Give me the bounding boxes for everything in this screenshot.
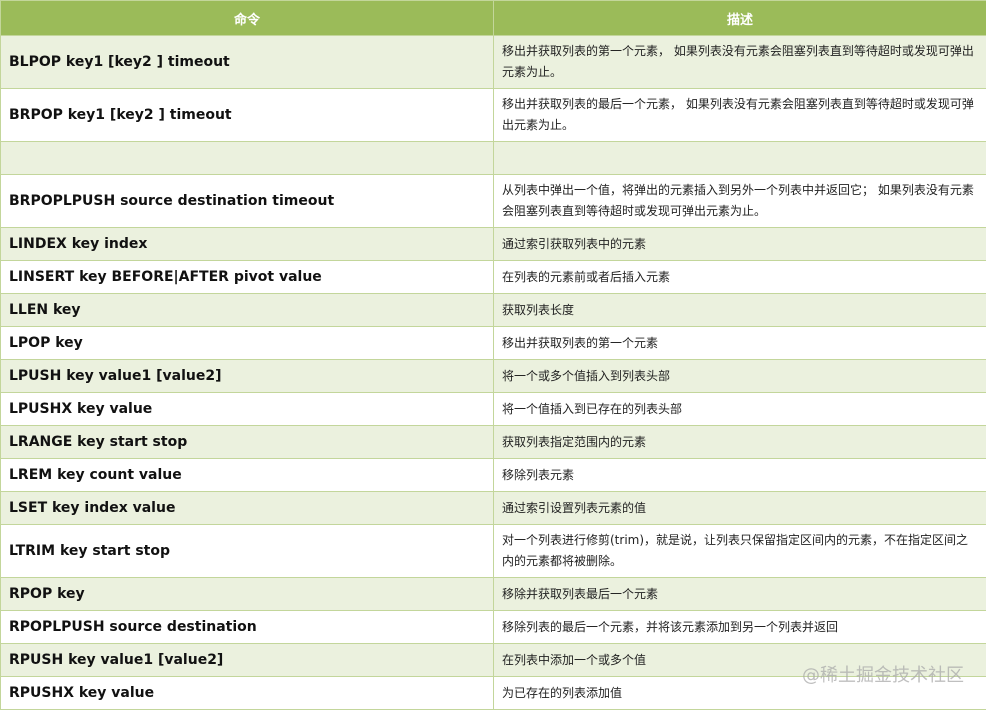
- description-cell: 获取列表长度: [494, 294, 986, 327]
- command-cell: LSET key index value: [1, 492, 494, 525]
- description-cell: 移出并获取列表的第一个元素: [494, 327, 986, 360]
- description-cell: 移除列表的最后一个元素，并将该元素添加到另一个列表并返回: [494, 611, 986, 644]
- table-row: [1, 142, 986, 175]
- description-cell: 移出并获取列表的最后一个元素， 如果列表没有元素会阻塞列表直到等待超时或发现可弹…: [494, 89, 986, 142]
- command-cell: LTRIM key start stop: [1, 525, 494, 578]
- command-cell: LPUSHX key value: [1, 393, 494, 426]
- command-cell: LRANGE key start stop: [1, 426, 494, 459]
- header-description: 描述: [494, 1, 986, 36]
- description-cell: 获取列表指定范围内的元素: [494, 426, 986, 459]
- command-cell: LPOP key: [1, 327, 494, 360]
- command-cell: LINSERT key BEFORE|AFTER pivot value: [1, 261, 494, 294]
- header-command: 命令: [1, 1, 494, 36]
- command-cell: RPOPLPUSH source destination: [1, 611, 494, 644]
- command-cell: LLEN key: [1, 294, 494, 327]
- description-cell: 通过索引获取列表中的元素: [494, 228, 986, 261]
- command-cell: RPUSH key value1 [value2]: [1, 644, 494, 677]
- table-row: LPUSH key value1 [value2]将一个或多个值插入到列表头部: [1, 360, 986, 393]
- description-cell: [494, 142, 986, 175]
- description-cell: 移出并获取列表的第一个元素， 如果列表没有元素会阻塞列表直到等待超时或发现可弹出…: [494, 36, 986, 89]
- description-cell: 对一个列表进行修剪(trim)，就是说，让列表只保留指定区间内的元素，不在指定区…: [494, 525, 986, 578]
- command-cell: LREM key count value: [1, 459, 494, 492]
- description-cell: 移除并获取列表最后一个元素: [494, 578, 986, 611]
- description-cell: 通过索引设置列表元素的值: [494, 492, 986, 525]
- command-cell: [1, 142, 494, 175]
- command-cell: LINDEX key index: [1, 228, 494, 261]
- command-cell: RPOP key: [1, 578, 494, 611]
- watermark: @稀土掘金技术社区: [802, 661, 964, 687]
- command-cell: BLPOP key1 [key2 ] timeout: [1, 36, 494, 89]
- command-cell: BRPOP key1 [key2 ] timeout: [1, 89, 494, 142]
- description-cell: 在列表的元素前或者后插入元素: [494, 261, 986, 294]
- command-cell: RPUSHX key value: [1, 677, 494, 710]
- description-cell: 移除列表元素: [494, 459, 986, 492]
- command-cell: LPUSH key value1 [value2]: [1, 360, 494, 393]
- description-cell: 将一个或多个值插入到列表头部: [494, 360, 986, 393]
- description-cell: 从列表中弹出一个值，将弹出的元素插入到另外一个列表中并返回它； 如果列表没有元素…: [494, 175, 986, 228]
- command-cell: BRPOPLPUSH source destination timeout: [1, 175, 494, 228]
- description-cell: 将一个值插入到已存在的列表头部: [494, 393, 986, 426]
- table-header-row: 命令 描述: [1, 1, 986, 36]
